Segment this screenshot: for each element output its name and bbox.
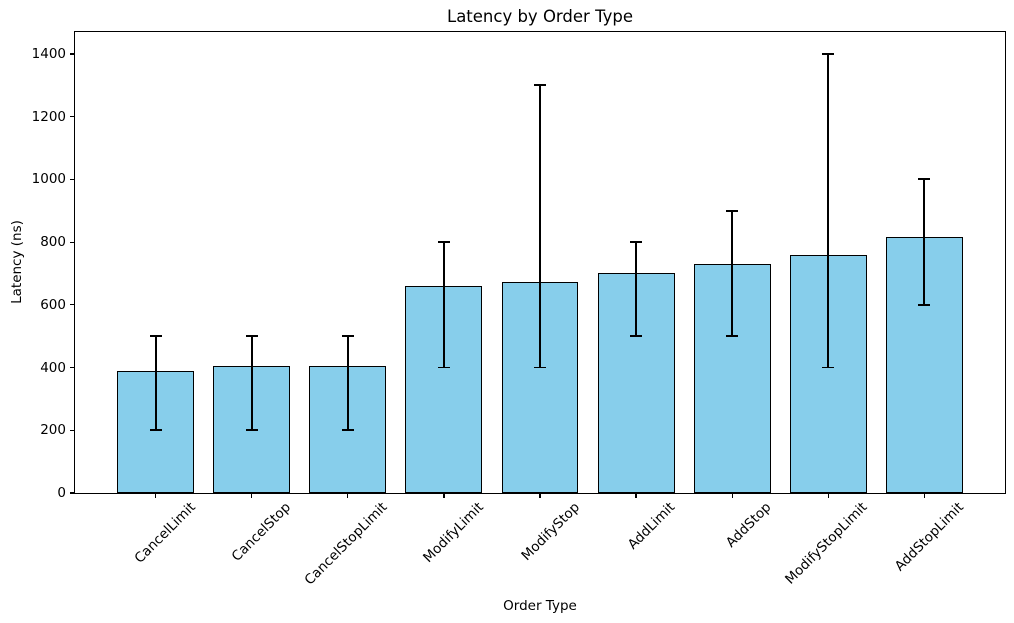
x-tick-mark	[443, 494, 445, 498]
x-tick-mark	[731, 494, 733, 498]
error-bar-line	[443, 242, 445, 368]
x-tick-label: AddStop	[723, 499, 775, 551]
x-tick-label: AddStopLimit	[891, 499, 967, 575]
x-tick-label: ModifyStop	[517, 499, 583, 564]
error-bar-cap	[822, 366, 835, 369]
y-axis-label: Latency (ns)	[9, 220, 25, 304]
y-tick-label: 1000	[31, 171, 66, 188]
error-bar-line	[346, 336, 349, 431]
error-bar-line	[731, 210, 734, 337]
y-tick-label: 400	[40, 359, 66, 376]
error-bar-line	[250, 336, 253, 431]
x-axis-label: Order Type	[503, 598, 577, 614]
bar	[405, 286, 483, 493]
y-tick-mark	[70, 492, 74, 494]
error-bar-cap	[245, 429, 258, 432]
y-tick-label: 800	[40, 234, 66, 251]
error-bar-line	[539, 85, 541, 368]
error-bar-line	[923, 179, 926, 305]
y-tick-mark	[70, 304, 74, 306]
x-tick-label: ModifyStopLimit	[782, 499, 871, 588]
error-bar-cap	[437, 241, 450, 243]
y-tick-mark	[70, 53, 74, 55]
x-tick-label: ModifyLimit	[419, 499, 487, 566]
x-tick-mark	[539, 494, 541, 498]
y-tick-mark	[70, 366, 74, 369]
x-tick-label: AddLimit	[625, 499, 679, 553]
x-tick-mark	[827, 494, 829, 498]
x-tick-label: CancelLimit	[130, 499, 199, 567]
y-tick-label: 0	[57, 485, 66, 501]
error-bar-line	[827, 53, 830, 368]
error-bar-cap	[534, 366, 546, 369]
error-bar-cap	[822, 53, 835, 55]
x-tick-label: CancelStopLimit	[301, 499, 391, 589]
error-bar-cap	[726, 209, 739, 212]
error-bar-cap	[149, 335, 162, 338]
y-tick-label: 200	[40, 422, 66, 439]
y-tick-mark	[70, 116, 74, 118]
error-bar-cap	[918, 303, 931, 306]
error-bar-cap	[341, 335, 354, 338]
y-tick-label: 600	[40, 296, 66, 313]
error-bar-cap	[341, 429, 354, 432]
x-tick-mark	[155, 494, 157, 498]
x-tick-mark	[251, 494, 253, 498]
y-tick-label: 1400	[31, 45, 66, 62]
y-tick-mark	[70, 178, 74, 180]
x-tick-label: CancelStop	[229, 499, 295, 565]
error-bar-cap	[534, 84, 546, 87]
error-bar-cap	[245, 335, 258, 338]
error-bar-cap	[630, 241, 643, 243]
error-bar-cap	[149, 429, 162, 432]
plot-area: 0 200 400 600 800 1000 1200 1400 CancelLimit Canc…	[32, 31, 1006, 588]
y-tick-mark	[70, 241, 74, 243]
chart-title: Latency by Order Type	[447, 7, 633, 26]
error-bar-cap	[630, 335, 643, 338]
x-tick-mark	[347, 494, 349, 498]
error-bar-line	[154, 336, 157, 431]
error-bar-cap	[918, 178, 931, 181]
y-tick-mark	[70, 429, 74, 431]
x-tick-mark	[635, 494, 637, 498]
bar	[501, 282, 579, 493]
x-tick-mark	[923, 494, 925, 498]
error-bar-cap	[437, 366, 450, 369]
y-tick-label: 1200	[31, 108, 66, 125]
error-bar-cap	[726, 335, 739, 338]
error-bar-line	[635, 242, 637, 337]
